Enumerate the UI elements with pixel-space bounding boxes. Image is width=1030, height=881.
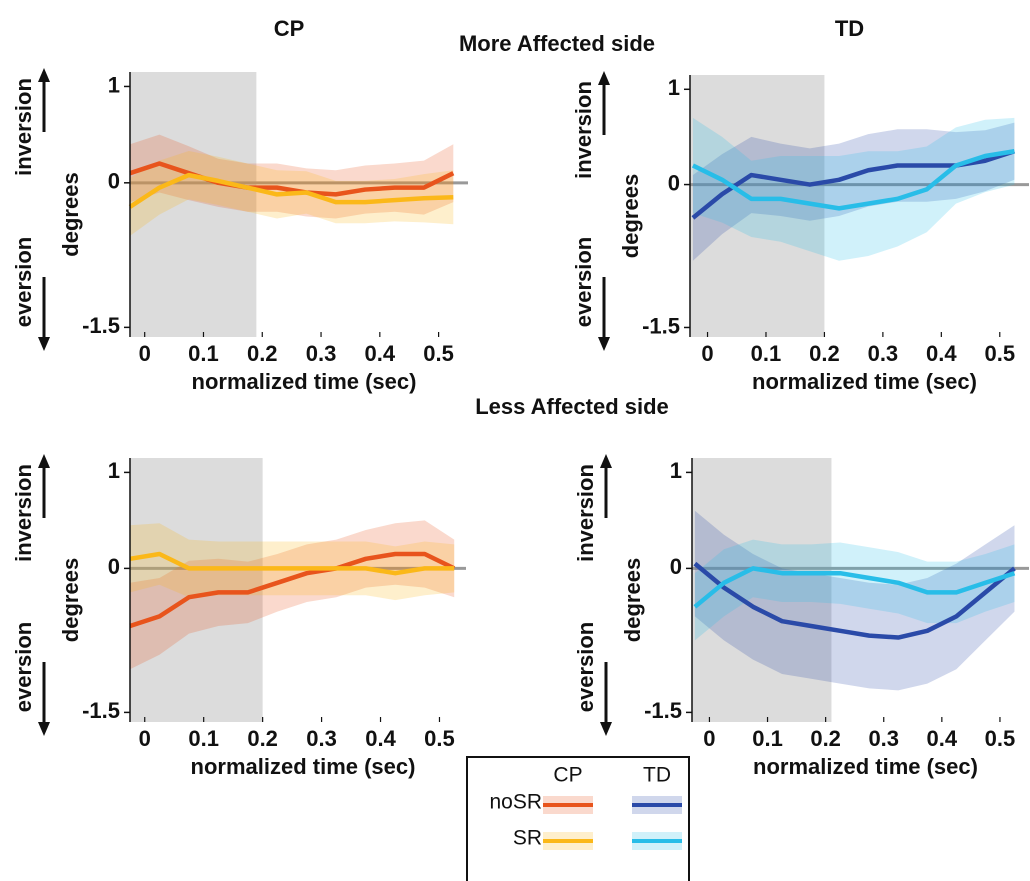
error-band	[130, 134, 454, 219]
x-tick-label: 0.4	[365, 726, 396, 751]
x-tick-label: 0.5	[984, 341, 1015, 366]
x-tick-label: 0.1	[751, 341, 782, 366]
error-band	[130, 523, 455, 601]
y-tick-label: 0	[108, 554, 120, 579]
annotation: inversion	[11, 464, 36, 562]
x-tick-label: 0.1	[188, 726, 219, 751]
x-tick-label: 0.4	[365, 341, 396, 366]
line	[129, 551, 455, 576]
x-tick-label: 0	[701, 341, 713, 366]
x-tick-label: 0.4	[926, 341, 957, 366]
shaded-region	[130, 458, 263, 722]
y-tick-label: 0	[670, 554, 682, 579]
x-tick-label: 0.1	[752, 726, 783, 751]
x-tick-label: 0.3	[306, 341, 337, 366]
y-tick-label: 1	[108, 458, 120, 483]
x-tick-label: 0.2	[247, 726, 278, 751]
arrow-head	[600, 454, 612, 468]
panel-title: CP	[274, 16, 305, 41]
y-axis-label: degrees	[58, 558, 83, 642]
arrow-head	[38, 68, 50, 82]
annotation: eversion	[571, 237, 596, 328]
x-tick-label: 0.5	[424, 726, 455, 751]
panel: 1 0 -1.5 0 0.1 0.2 0.3 0.4 0.5 normalized time (s…	[571, 16, 1029, 394]
panel: 1 0 -1.5 0 0.1 0.2 0.3 0.4 0.5 normalized time (s…	[573, 454, 1029, 779]
annotation: inversion	[571, 81, 596, 179]
annotation: eversion	[573, 622, 598, 713]
line	[693, 566, 1016, 609]
y-tick-label: -1.5	[82, 698, 120, 723]
line	[129, 551, 456, 629]
x-tick-label: 0.2	[810, 726, 841, 751]
annotation: inversion	[11, 78, 36, 176]
line	[693, 561, 1016, 640]
y-tick-label: 1	[668, 75, 680, 100]
y-tick-label: 1	[108, 72, 120, 97]
y-tick-label: -1.5	[644, 698, 682, 723]
panel-title: TD	[835, 16, 864, 41]
x-tick-label: 0	[139, 726, 151, 751]
panel: 1 0 -1.5 0 0.1 0.2 0.3 0.4 0.5 normalized time (s…	[11, 454, 466, 779]
y-tick-label: 0	[108, 169, 120, 194]
y-axis-label: degrees	[58, 172, 83, 256]
x-tick-label: 0.5	[985, 726, 1016, 751]
x-axis-label: normalized time (sec)	[192, 369, 417, 394]
section-title: Less Affected side	[475, 394, 669, 419]
line	[129, 161, 455, 197]
x-tick-label: 0	[703, 726, 715, 751]
y-tick-label: -1.5	[82, 313, 120, 338]
y-tick-label: 0	[668, 170, 680, 195]
error-band	[694, 539, 1015, 641]
legend-label: noSR	[489, 791, 542, 814]
error-band	[692, 122, 1015, 261]
x-tick-label: 0.5	[423, 341, 454, 366]
shaded-region	[690, 75, 825, 337]
annotation: eversion	[11, 622, 36, 713]
line	[128, 172, 454, 209]
y-tick-label: 1	[670, 458, 682, 483]
y-tick-label: -1.5	[642, 313, 680, 338]
x-tick-label: 0.2	[247, 341, 278, 366]
arrow-head	[38, 337, 50, 351]
x-tick-label: 0	[139, 341, 151, 366]
legend-label: SR	[513, 827, 542, 850]
x-axis-label: normalized time (sec)	[191, 754, 416, 779]
x-tick-label: 0.3	[868, 341, 899, 366]
x-tick-label: 0.3	[306, 726, 337, 751]
x-tick-label: 0.1	[188, 341, 219, 366]
y-axis-label: degrees	[620, 558, 645, 642]
arrow-head	[598, 71, 610, 85]
arrow-head	[38, 722, 50, 736]
x-tick-label: 0.4	[927, 726, 958, 751]
error-band	[694, 510, 1015, 691]
annotation: eversion	[11, 237, 36, 328]
x-axis-label: normalized time (sec)	[752, 369, 977, 394]
section-title: More Affected side	[459, 31, 655, 56]
arrow-head	[38, 454, 50, 468]
error-band	[692, 117, 1015, 261]
y-axis-label: degrees	[618, 174, 643, 258]
annotation: inversion	[573, 464, 598, 562]
shaded-region	[130, 72, 257, 337]
arrow-head	[600, 722, 612, 736]
x-tick-label: 0.3	[868, 726, 899, 751]
legend-box	[466, 756, 690, 881]
legend: CP TD noSR SR	[466, 756, 690, 881]
line	[691, 148, 1015, 211]
x-axis-label: normalized time (sec)	[753, 754, 978, 779]
legend-column: TD	[643, 764, 671, 787]
legend-column: CP	[553, 764, 582, 787]
arrow-head	[598, 337, 610, 351]
x-tick-label: 0.2	[809, 341, 840, 366]
